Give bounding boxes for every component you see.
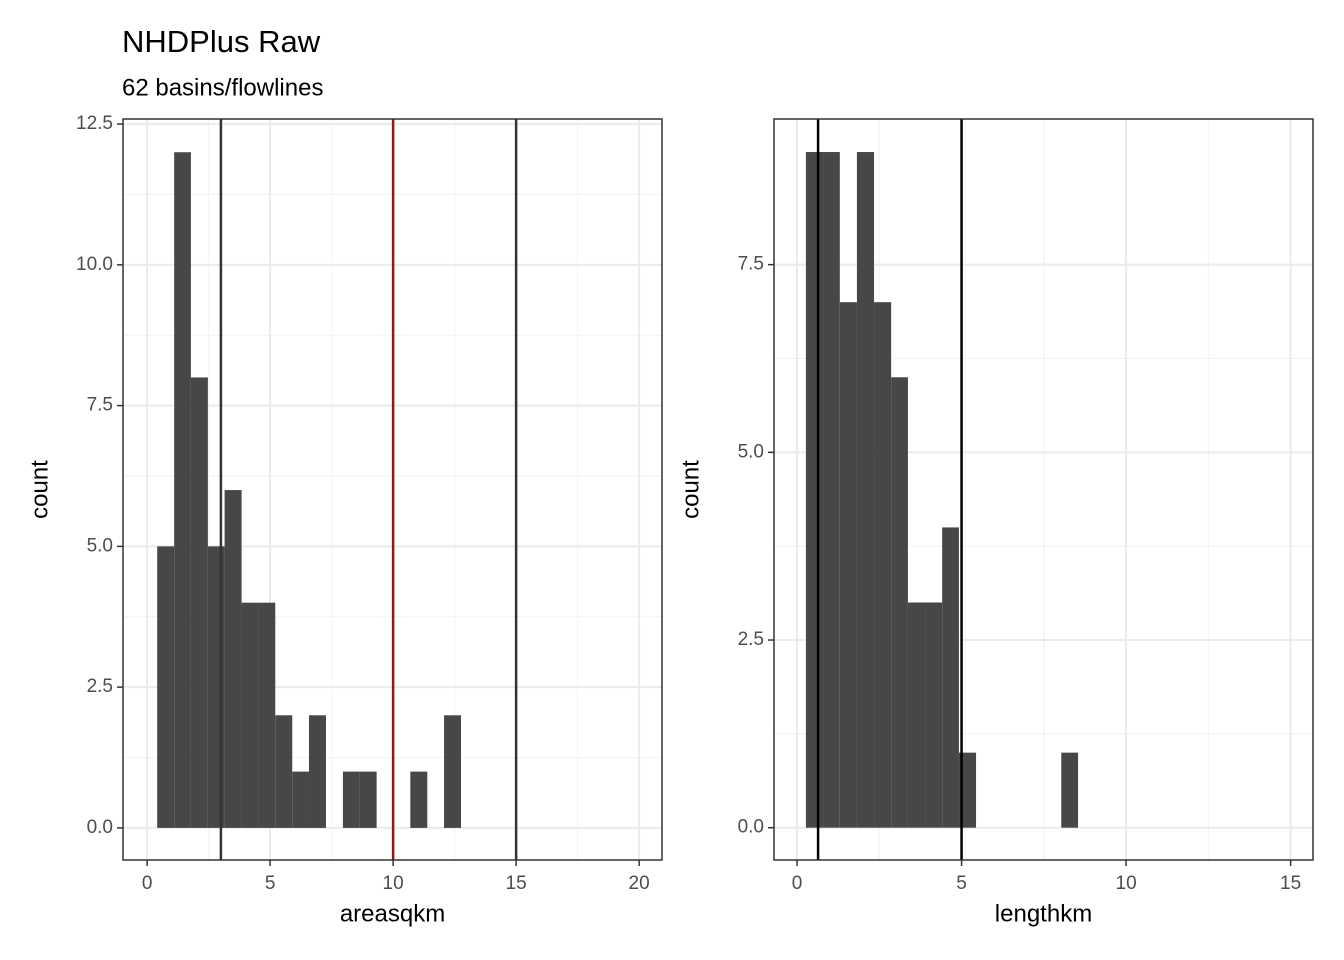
y-tick-label: 5.0 (738, 441, 764, 462)
bar (174, 152, 191, 828)
y-tick-label: 2.5 (738, 629, 764, 650)
bar (891, 377, 908, 828)
y-axis-label: count (677, 460, 704, 519)
chart-title: NHDPlus Raw (122, 24, 321, 59)
bar (874, 302, 892, 828)
bar (241, 602, 259, 828)
bar (308, 715, 326, 828)
x-tick-label: 15 (506, 873, 527, 894)
bar (958, 752, 977, 828)
chart-subtitle: 62 basins/flowlines (122, 74, 323, 101)
y-tick-label: 12.5 (76, 113, 113, 134)
y-tick-label: 7.5 (87, 395, 113, 416)
x-axis-label: lengthkm (995, 900, 1092, 927)
y-tick-label: 0.0 (87, 817, 113, 838)
bar (823, 152, 840, 828)
x-tick-label: 5 (265, 873, 276, 894)
y-tick-label: 2.5 (87, 676, 113, 697)
bar (942, 527, 959, 828)
x-tick-label: 5 (956, 873, 967, 894)
bar (839, 302, 857, 828)
bar (190, 377, 208, 828)
x-tick-label: 0 (142, 873, 153, 894)
bar (359, 771, 377, 828)
y-tick-label: 10.0 (76, 254, 113, 275)
y-tick-label: 5.0 (87, 535, 113, 556)
panel-border (773, 118, 1314, 861)
y-tick-label: 7.5 (738, 254, 764, 275)
bar (224, 490, 242, 828)
x-tick-label: 15 (1280, 873, 1301, 894)
x-tick-label: 20 (629, 873, 650, 894)
bar (275, 715, 293, 828)
bar (292, 771, 309, 828)
y-tick-label: 0.0 (738, 817, 764, 838)
x-axis-label: areasqkm (340, 900, 445, 927)
bar (342, 771, 360, 828)
x-tick-label: 10 (383, 873, 404, 894)
bar (410, 771, 428, 828)
bar (157, 546, 175, 828)
bar (856, 152, 875, 828)
x-tick-label: 0 (792, 873, 803, 894)
x-tick-label: 10 (1116, 873, 1137, 894)
bar (1061, 752, 1079, 828)
y-axis-label: count (26, 460, 53, 519)
bar (444, 715, 462, 828)
bar (805, 152, 824, 828)
bar (925, 602, 943, 828)
bar (258, 602, 276, 828)
bar (907, 602, 926, 828)
